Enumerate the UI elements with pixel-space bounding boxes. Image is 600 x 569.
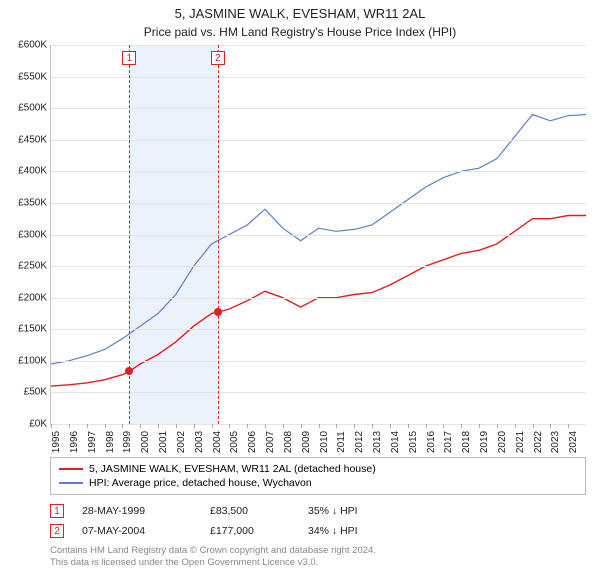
transaction-table: 1 28-MAY-1999 £83,500 35% ↓ HPI 2 07-MAY… bbox=[50, 501, 586, 541]
x-axis-label: 2014 bbox=[390, 431, 401, 453]
legend-swatch bbox=[59, 468, 83, 470]
tx-date: 28-MAY-1999 bbox=[82, 505, 192, 517]
x-axis-label: 2024 bbox=[568, 431, 579, 453]
x-axis-label: 2013 bbox=[372, 431, 383, 453]
event-marker-icon bbox=[214, 308, 222, 316]
legend-item-property: 5, JASMINE WALK, EVESHAM, WR11 2AL (deta… bbox=[59, 462, 577, 476]
y-axis-label: £350K bbox=[18, 197, 47, 208]
event-line bbox=[218, 45, 219, 424]
footer-line: Contains HM Land Registry data © Crown c… bbox=[50, 545, 586, 557]
x-axis-label: 2020 bbox=[497, 431, 508, 453]
x-axis-label: 2018 bbox=[461, 431, 472, 453]
x-axis-label: 2023 bbox=[550, 431, 561, 453]
gridline bbox=[51, 203, 586, 204]
x-axis-label: 2022 bbox=[533, 431, 544, 453]
x-axis-label: 2005 bbox=[229, 431, 240, 453]
y-axis-label: £200K bbox=[18, 292, 47, 303]
x-axis-label: 2008 bbox=[283, 431, 294, 453]
x-axis-label: 1996 bbox=[69, 431, 80, 453]
x-axis-label: 1995 bbox=[51, 431, 62, 453]
footer-line: This data is licensed under the Open Gov… bbox=[50, 557, 586, 569]
gridline bbox=[51, 45, 586, 46]
x-axis-label: 2004 bbox=[212, 431, 223, 453]
x-axis-label: 2006 bbox=[247, 431, 258, 453]
gridline bbox=[51, 77, 586, 78]
gridline bbox=[51, 392, 586, 393]
tx-diff: 35% ↓ HPI bbox=[308, 505, 398, 517]
x-axis-label: 1998 bbox=[105, 431, 116, 453]
series-line-hpi bbox=[51, 115, 586, 365]
x-axis-label: 2007 bbox=[265, 431, 276, 453]
tx-price: £83,500 bbox=[210, 505, 290, 517]
legend: 5, JASMINE WALK, EVESHAM, WR11 2AL (deta… bbox=[50, 457, 586, 495]
y-axis-label: £0K bbox=[29, 419, 47, 430]
legend-label: 5, JASMINE WALK, EVESHAM, WR11 2AL (deta… bbox=[89, 463, 376, 475]
gridline bbox=[51, 140, 586, 141]
y-axis-label: £550K bbox=[18, 71, 47, 82]
legend-label: HPI: Average price, detached house, Wych… bbox=[89, 477, 312, 489]
price-chart: £0K£50K£100K£150K£200K£250K£300K£350K£40… bbox=[50, 45, 586, 425]
page-subtitle: Price paid vs. HM Land Registry's House … bbox=[0, 21, 600, 45]
x-axis-label: 2010 bbox=[319, 431, 330, 453]
tx-date: 07-MAY-2004 bbox=[82, 525, 192, 537]
legend-item-hpi: HPI: Average price, detached house, Wych… bbox=[59, 476, 577, 490]
gridline bbox=[51, 266, 586, 267]
table-row: 1 28-MAY-1999 £83,500 35% ↓ HPI bbox=[50, 501, 586, 521]
x-axis-label: 2011 bbox=[336, 431, 347, 453]
x-axis-label: 2017 bbox=[443, 431, 454, 453]
footer-attribution: Contains HM Land Registry data © Crown c… bbox=[50, 545, 586, 569]
x-axis-label: 2012 bbox=[354, 431, 365, 453]
gridline bbox=[51, 361, 586, 362]
x-axis-label: 1997 bbox=[87, 431, 98, 453]
x-axis-label: 2019 bbox=[479, 431, 490, 453]
tx-price: £177,000 bbox=[210, 525, 290, 537]
legend-swatch bbox=[59, 482, 83, 484]
gridline bbox=[51, 235, 586, 236]
gridline bbox=[51, 108, 586, 109]
event-marker-icon bbox=[125, 367, 133, 375]
x-axis-label: 2021 bbox=[515, 431, 526, 453]
y-axis-label: £500K bbox=[18, 103, 47, 114]
tx-diff: 34% ↓ HPI bbox=[308, 525, 398, 537]
event-badge: 2 bbox=[211, 51, 225, 65]
y-axis-label: £250K bbox=[18, 261, 47, 272]
y-axis-label: £150K bbox=[18, 324, 47, 335]
x-axis-label: 2015 bbox=[408, 431, 419, 453]
table-row: 2 07-MAY-2004 £177,000 34% ↓ HPI bbox=[50, 521, 586, 541]
event-badge: 2 bbox=[50, 524, 64, 538]
event-badge: 1 bbox=[122, 51, 136, 65]
y-axis-label: £400K bbox=[18, 166, 47, 177]
x-axis-label: 2001 bbox=[158, 431, 169, 453]
y-axis-label: £100K bbox=[18, 355, 47, 366]
y-axis-label: £300K bbox=[18, 229, 47, 240]
y-axis-label: £450K bbox=[18, 134, 47, 145]
gridline bbox=[51, 171, 586, 172]
x-axis-label: 2016 bbox=[426, 431, 437, 453]
x-axis-label: 2003 bbox=[194, 431, 205, 453]
gridline bbox=[51, 298, 586, 299]
y-axis-label: £600K bbox=[18, 40, 47, 51]
event-badge: 1 bbox=[50, 504, 64, 518]
x-axis-label: 2000 bbox=[140, 431, 151, 453]
page-title: 5, JASMINE WALK, EVESHAM, WR11 2AL bbox=[0, 0, 600, 21]
x-axis-label: 1999 bbox=[122, 431, 133, 453]
y-axis-label: £50K bbox=[24, 387, 47, 398]
x-axis-label: 2002 bbox=[176, 431, 187, 453]
x-axis-label: 2009 bbox=[301, 431, 312, 453]
gridline bbox=[51, 329, 586, 330]
